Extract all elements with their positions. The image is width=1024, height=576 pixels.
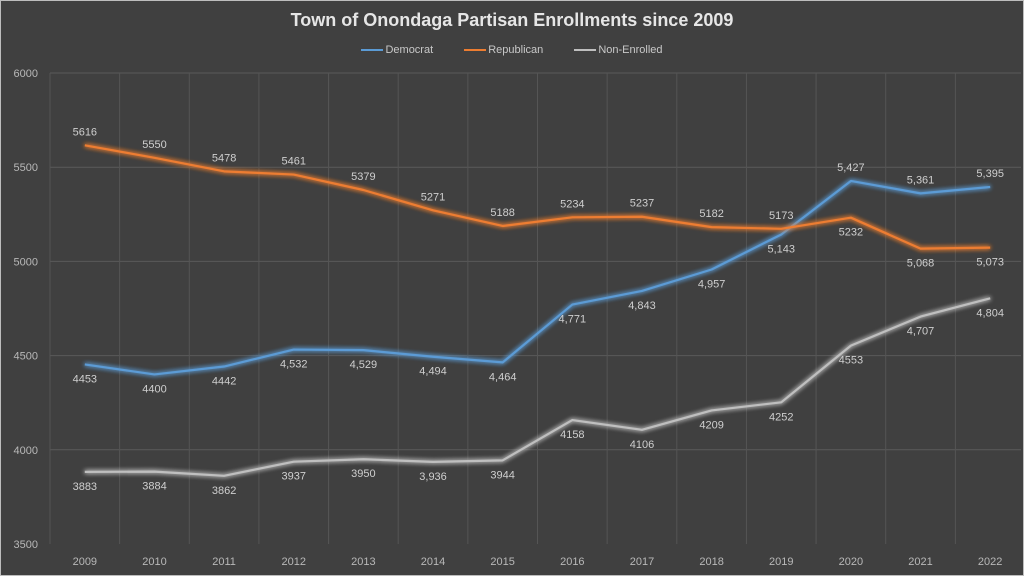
legend-label-republican: Republican: [488, 44, 544, 57]
legend-item-republican[interactable]: Republican: [464, 44, 543, 56]
data-label-democrat: 4453: [73, 373, 97, 385]
chart-title: Town of Onondaga Partisan Enrollments si…: [290, 10, 734, 30]
legend-label-democrat: Democrat: [385, 44, 434, 57]
data-label-republican: 5,068: [907, 258, 935, 270]
x-tick-label: 2010: [142, 556, 166, 568]
data-label-non-enrolled: 4553: [839, 355, 863, 367]
y-tick-label: 5500: [14, 162, 38, 174]
data-label-democrat: 4,532: [280, 359, 308, 371]
data-label-republican: 5,073: [976, 257, 1004, 269]
y-tick-label: 4000: [14, 445, 38, 457]
data-label-republican: 5550: [142, 139, 166, 151]
data-label-non-enrolled: 3884: [142, 481, 166, 493]
data-label-republican: 5478: [212, 152, 236, 164]
y-tick-label: 4500: [14, 351, 38, 363]
data-label-non-enrolled: 3,936: [419, 471, 447, 483]
x-tick-label: 2019: [769, 556, 793, 568]
data-label-democrat: 5,361: [907, 174, 935, 186]
x-tick-label: 2018: [699, 556, 723, 568]
x-tick-label: 2020: [839, 556, 863, 568]
data-label-republican: 5234: [560, 198, 584, 210]
data-label-non-enrolled: 4106: [630, 439, 654, 451]
data-label-democrat: 4,464: [489, 371, 517, 383]
data-label-non-enrolled: 3937: [282, 471, 306, 483]
series-line-republican[interactable]: [84, 144, 991, 250]
data-label-republican: 5616: [73, 126, 97, 138]
data-label-non-enrolled: 3862: [212, 485, 236, 497]
data-label-democrat: 5,143: [767, 243, 795, 255]
data-label-democrat: 4,957: [698, 279, 726, 291]
legend-swatch-non-enrolled: [574, 49, 597, 52]
x-tick-label: 2014: [421, 556, 445, 568]
y-tick-label: 5000: [14, 256, 38, 268]
series-line-non-enrolled[interactable]: [84, 297, 991, 477]
data-label-republican: 5237: [630, 198, 654, 210]
data-label-republican: 5232: [839, 227, 863, 239]
data-label-democrat: 5,395: [976, 168, 1004, 180]
data-label-democrat: 4,843: [628, 300, 656, 312]
legend-swatch-republican: [464, 49, 487, 52]
data-label-democrat: 4,771: [559, 314, 587, 326]
x-tick-label: 2013: [351, 556, 375, 568]
data-label-non-enrolled: 4209: [699, 419, 723, 431]
data-label-republican: 5173: [769, 210, 793, 222]
data-label-republican: 5182: [699, 208, 723, 220]
data-label-republican: 5271: [421, 191, 445, 203]
x-tick-label: 2011: [212, 556, 236, 568]
x-tick-label: 2022: [978, 556, 1002, 568]
data-label-non-enrolled: 4158: [560, 429, 584, 441]
legend-item-democrat[interactable]: Democrat: [361, 44, 433, 56]
x-tick-label: 2021: [908, 556, 932, 568]
x-tick-label: 2015: [490, 556, 514, 568]
data-label-democrat: 4400: [142, 383, 166, 395]
y-tick-label: 6000: [14, 68, 38, 80]
data-label-non-enrolled: 3883: [73, 481, 97, 493]
data-label-republican: 5188: [490, 207, 514, 219]
y-tick-label: 3500: [14, 539, 38, 551]
data-label-democrat: 5,427: [837, 162, 865, 174]
x-axis: 2009 2010 2011 2012 2013 2014 2015 2016 2017 2018…: [73, 556, 1003, 568]
data-label-non-enrolled: 3944: [490, 469, 514, 481]
x-tick-label: 2012: [282, 556, 306, 568]
data-label-democrat: 4442: [212, 376, 236, 388]
data-label-republican: 5379: [351, 171, 375, 183]
data-label-non-enrolled: 4,707: [907, 326, 935, 338]
y-axis: 3500 4000 4500 5000 5500 6000: [14, 68, 38, 551]
chart-legend: Democrat Republican Non-Enrolled: [0, 44, 1024, 56]
x-tick-label: 2017: [630, 556, 654, 568]
series-lines: [84, 144, 991, 477]
data-label-non-enrolled: 4252: [769, 411, 793, 423]
data-label-non-enrolled: 3950: [351, 468, 375, 480]
series-line-democrat[interactable]: [84, 179, 991, 376]
legend-swatch-democrat: [361, 49, 384, 52]
data-labels: 4453 4400 4442 4,532 4,529 4,494 4,464 4,771 4,8…: [73, 126, 1004, 496]
data-label-democrat: 4,529: [350, 359, 378, 371]
data-label-democrat: 4,494: [419, 366, 447, 378]
data-label-republican: 5461: [282, 156, 306, 168]
data-label-non-enrolled: 4,804: [976, 307, 1004, 319]
x-tick-label: 2016: [560, 556, 584, 568]
legend-label-non-enrolled: Non-Enrolled: [598, 44, 663, 57]
x-tick-label: 2009: [73, 556, 97, 568]
legend-item-non-enrolled[interactable]: Non-Enrolled: [574, 44, 663, 57]
